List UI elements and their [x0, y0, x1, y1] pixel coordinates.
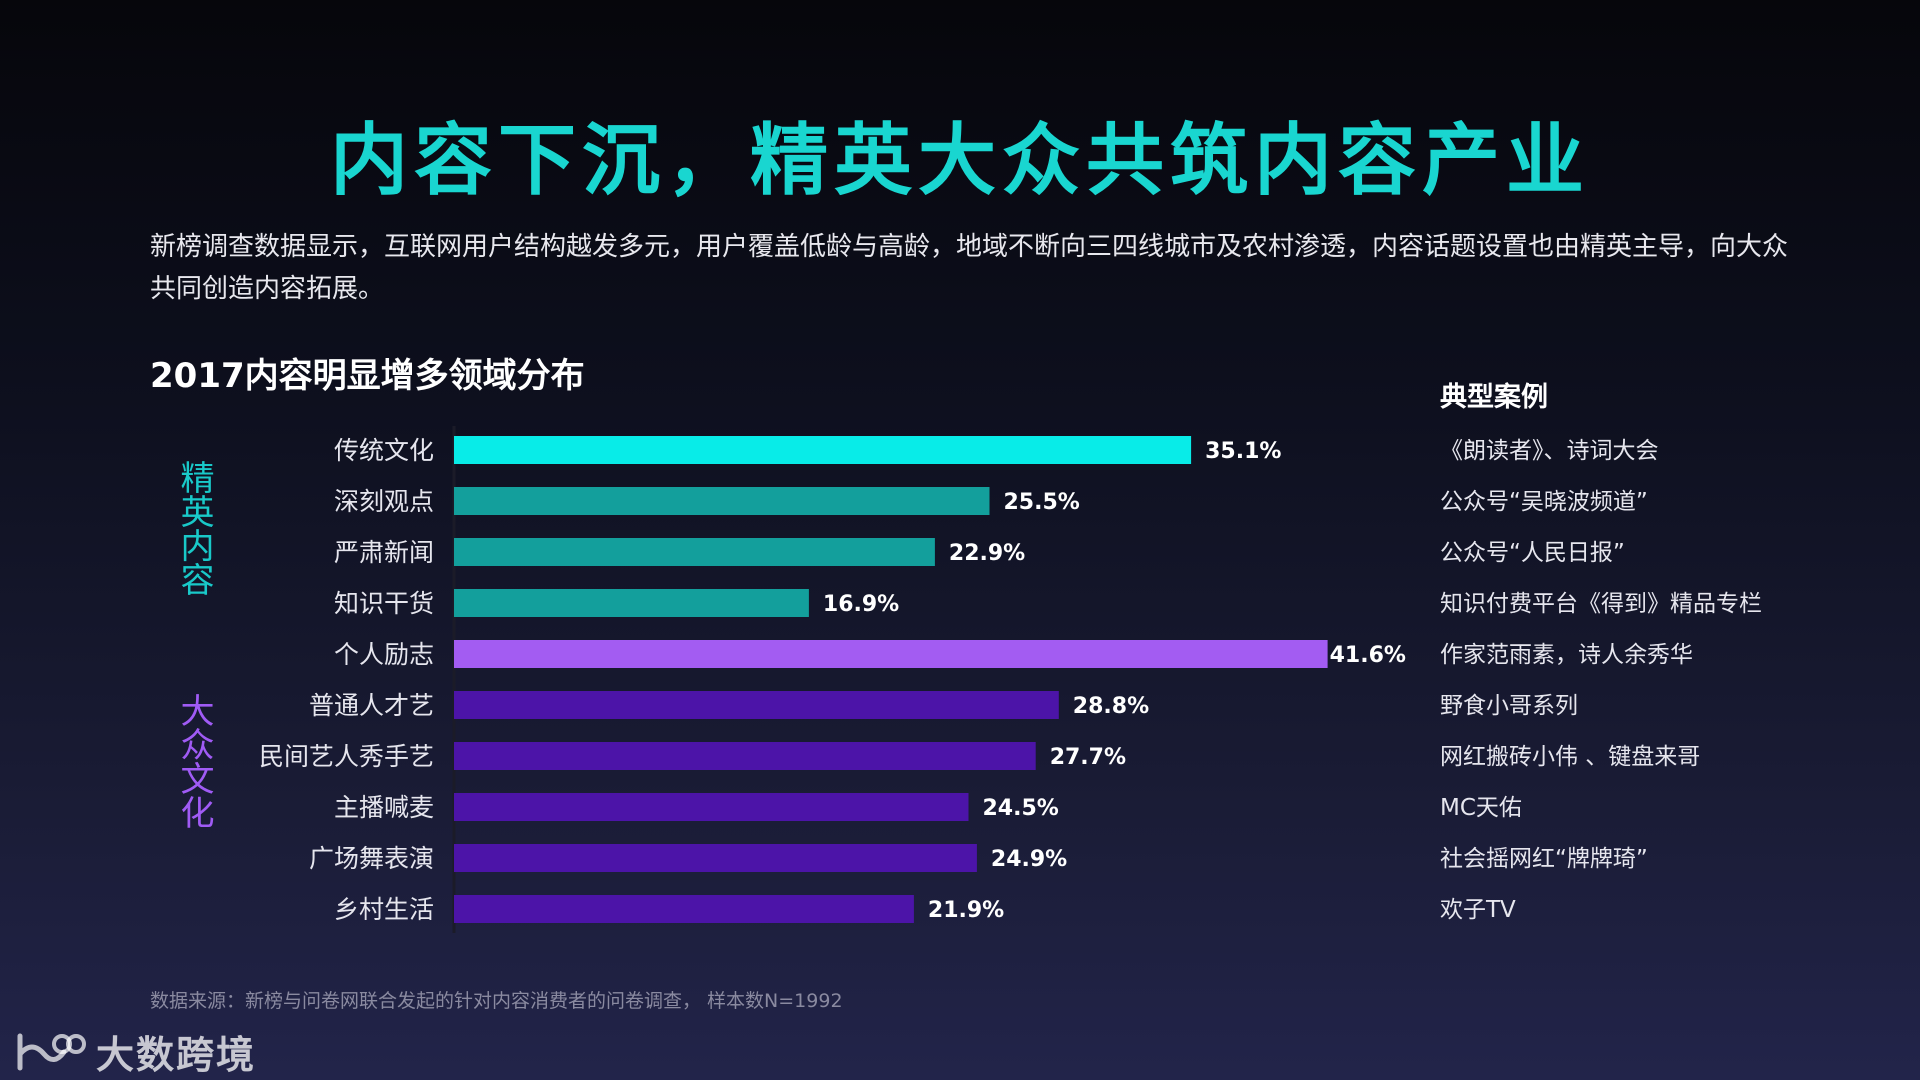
- case-example: 公众号“人民日报”: [1440, 540, 1625, 566]
- bar: [454, 538, 935, 566]
- case-example: 作家范雨素，诗人余秀华: [1440, 642, 1693, 668]
- chart-title: 2017内容明显增多领域分布: [150, 356, 585, 396]
- bar: [454, 895, 914, 923]
- bar: [454, 742, 1036, 770]
- case-example: MC天佑: [1440, 795, 1522, 821]
- bar: [454, 589, 809, 617]
- case-example: 欢子TV: [1440, 897, 1516, 923]
- logo-text: 大数跨境: [96, 1033, 257, 1077]
- value-label: 25.5%: [1004, 490, 1080, 515]
- value-label: 28.8%: [1073, 694, 1149, 719]
- value-label: 22.9%: [949, 541, 1025, 566]
- cases-header: 典型案例: [1440, 382, 1548, 413]
- value-label: 35.1%: [1205, 439, 1281, 464]
- value-label: 21.9%: [928, 898, 1004, 923]
- value-label: 24.9%: [991, 847, 1067, 872]
- bar: [454, 436, 1192, 464]
- value-label: 41.6%: [1330, 643, 1406, 668]
- case-example: 社会摇网红“牌牌琦”: [1440, 846, 1648, 872]
- case-example: 网红搬砖小伟 、键盘来哥: [1440, 744, 1700, 770]
- case-example: 野食小哥系列: [1440, 693, 1578, 719]
- intro-paragraph: 新榜调查数据显示，互联网用户结构越发多元，用户覆盖低龄与高龄，地域不断向三四线城…: [150, 232, 1789, 304]
- value-label: 16.9%: [823, 592, 899, 617]
- bar: [454, 793, 969, 821]
- category-label: 知识干货: [334, 589, 434, 618]
- logo-mark-icon: [14, 1030, 86, 1074]
- case-example: 《朗读者》、诗词大会: [1440, 438, 1659, 464]
- category-label: 传统文化: [334, 436, 434, 465]
- case-example: 公众号“吴晓波频道”: [1440, 489, 1648, 515]
- value-label: 24.5%: [983, 796, 1059, 821]
- value-label: 27.7%: [1050, 745, 1126, 770]
- group-label-elite: 精英内容: [174, 460, 214, 596]
- page-title: 内容下沉，精英大众共筑内容产业: [329, 116, 1590, 206]
- category-label: 普通人才艺: [309, 691, 434, 720]
- category-label: 严肃新闻: [334, 538, 434, 567]
- bar: [454, 487, 990, 515]
- category-label: 乡村生活: [334, 895, 434, 924]
- category-label: 个人励志: [334, 640, 434, 669]
- bar: [454, 844, 977, 872]
- group-label-mass: 大众文化: [174, 693, 214, 829]
- case-example: 知识付费平台《得到》精品专栏: [1440, 591, 1762, 617]
- category-label: 民间艺人秀手艺: [259, 742, 434, 771]
- category-label: 主播喊麦: [334, 793, 434, 822]
- bar: [454, 640, 1328, 668]
- category-label: 深刻观点: [334, 487, 434, 516]
- data-source-note: 数据来源：新榜与问卷网联合发起的针对内容消费者的问卷调查， 样本数N=1992: [150, 990, 843, 1012]
- bar: [454, 691, 1059, 719]
- category-label: 广场舞表演: [309, 844, 434, 873]
- brand-logo: 大数跨境: [14, 1024, 256, 1079]
